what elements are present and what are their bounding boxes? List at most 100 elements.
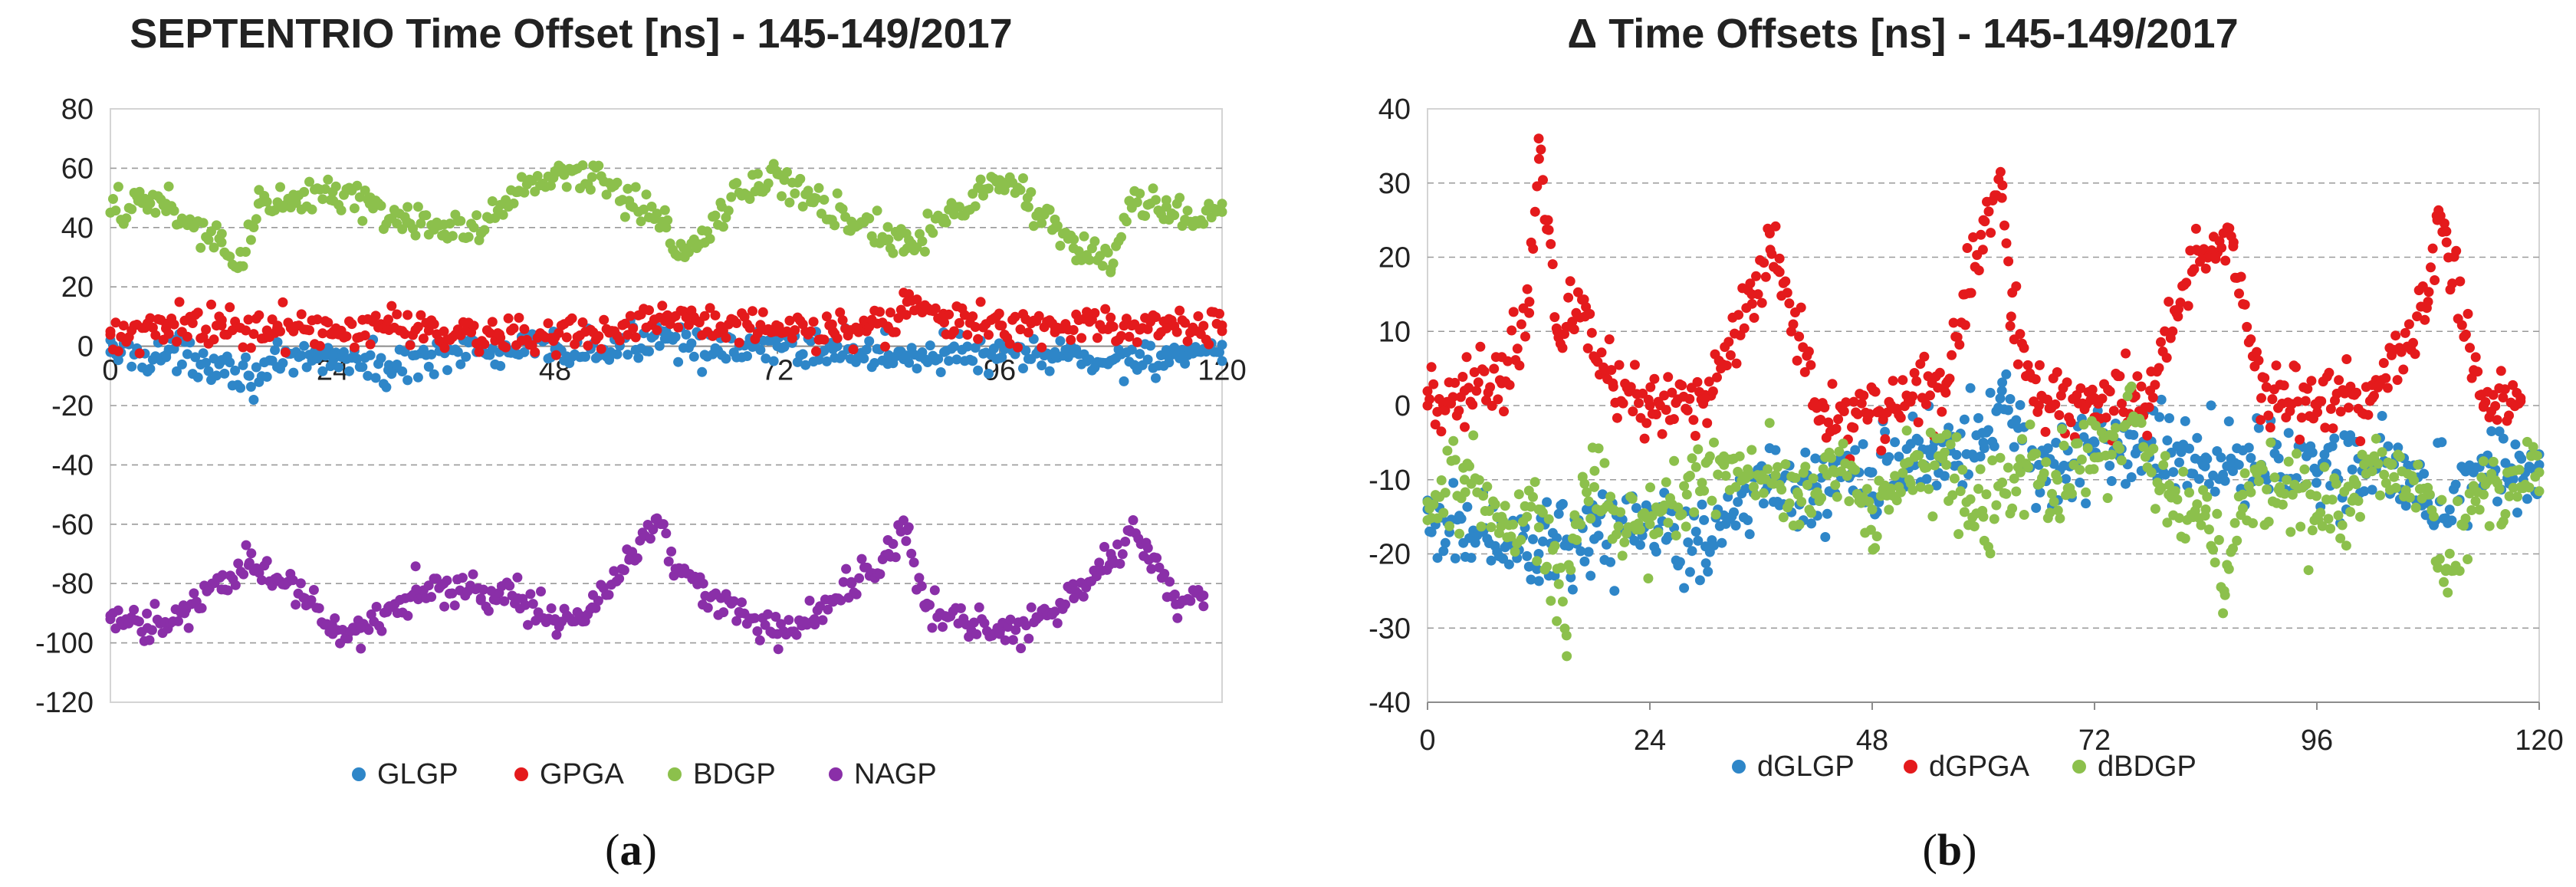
data-point-dgpga xyxy=(2097,393,2108,404)
data-point-dbdgp xyxy=(1884,504,1894,515)
data-point-dbdgp xyxy=(1929,460,1940,471)
data-point-dbdgp xyxy=(2178,466,2189,477)
data-point-dbdgp xyxy=(2253,476,2264,487)
data-point-dgpga xyxy=(2236,271,2246,282)
data-point-bdgp xyxy=(225,251,235,262)
data-point-dgpga xyxy=(1690,431,1700,441)
data-point-dglgp xyxy=(1997,377,2008,388)
data-point-dglgp xyxy=(1985,387,1996,398)
data-point-dbdgp xyxy=(1832,491,1842,502)
data-point-gpga xyxy=(172,337,182,347)
data-point-dgpga xyxy=(2189,264,2200,274)
data-point-bdgp xyxy=(1089,236,1100,247)
data-point-dgpga xyxy=(2164,297,2174,307)
data-point-dgpga xyxy=(2050,399,2061,409)
data-point-dgpga xyxy=(1978,215,1989,225)
data-point-gpga xyxy=(248,329,259,340)
data-point-dgpga xyxy=(2312,400,2322,411)
data-point-dglgp xyxy=(1697,499,1707,510)
data-point-dbdgp xyxy=(2453,496,2463,507)
data-point-dbdgp xyxy=(1907,485,1918,495)
data-point-dbdgp xyxy=(1561,630,1572,641)
data-point-nagp xyxy=(938,622,948,632)
data-point-bdgp xyxy=(299,186,310,197)
data-point-gpga xyxy=(474,347,485,357)
data-point-dglgp xyxy=(1683,537,1694,547)
data-point-gpga xyxy=(1204,339,1214,350)
data-point-dgpga xyxy=(2345,381,2356,392)
data-point-dbdgp xyxy=(1951,432,1962,442)
data-point-dgpga xyxy=(2034,360,2045,370)
data-point-dgpga xyxy=(2228,237,2239,248)
data-point-glgp xyxy=(495,360,506,371)
data-point-dgpga xyxy=(1473,377,1484,388)
y-tick-label: 40 xyxy=(1378,94,1411,126)
data-point-bdgp xyxy=(888,248,899,258)
data-point-dbdgp xyxy=(1552,563,1562,574)
data-point-bdgp xyxy=(795,173,806,184)
data-point-nagp xyxy=(216,584,227,595)
data-point-dgpga xyxy=(1649,373,1660,384)
data-point-bdgp xyxy=(1148,183,1158,194)
y-tick-label: -40 xyxy=(51,449,94,481)
data-point-dgpga xyxy=(1895,412,1906,423)
data-point-dglgp xyxy=(1687,546,1697,557)
data-point-dgpga xyxy=(1976,229,1986,240)
data-point-dgpga xyxy=(2496,366,2506,376)
data-point-nagp xyxy=(883,549,894,559)
data-point-bdgp xyxy=(1182,205,1193,216)
data-point-dgpga xyxy=(1702,418,1713,429)
data-point-nagp xyxy=(698,578,708,589)
data-point-nagp xyxy=(327,629,338,639)
data-point-dgpga xyxy=(2351,387,2362,398)
data-point-dgpga xyxy=(2055,390,2066,401)
data-point-dglgp xyxy=(2015,399,2026,410)
data-point-dglgp xyxy=(1609,586,1620,596)
data-point-dbdgp xyxy=(2429,511,2439,522)
data-point-dgpga xyxy=(2019,343,2029,353)
data-point-nagp xyxy=(1020,620,1031,631)
data-point-bdgp xyxy=(902,243,912,254)
data-point-glgp xyxy=(113,355,123,366)
data-point-bdgp xyxy=(1022,192,1033,203)
data-point-dglgp xyxy=(1486,555,1497,566)
data-point-dgpga xyxy=(1426,362,1437,373)
data-point-dbdgp xyxy=(2081,487,2091,498)
data-point-gpga xyxy=(893,313,904,324)
data-point-dbdgp xyxy=(1486,522,1497,533)
data-point-dbdgp xyxy=(1669,455,1680,466)
data-point-bdgp xyxy=(593,160,604,171)
data-point-nagp xyxy=(979,618,990,629)
data-point-glgp xyxy=(429,369,439,379)
data-point-glgp xyxy=(288,367,299,378)
data-point-dbdgp xyxy=(2323,514,2334,524)
data-point-dbdgp xyxy=(1973,484,1983,494)
data-point-nagp xyxy=(383,602,393,613)
data-point-dbdgp xyxy=(2390,482,2401,493)
data-point-dbdgp xyxy=(2082,443,2093,454)
data-point-dbdgp xyxy=(1681,489,1692,500)
data-point-glgp xyxy=(970,343,981,353)
data-point-dgpga xyxy=(1921,399,1931,409)
data-point-gpga xyxy=(1193,311,1204,321)
data-point-dbdgp xyxy=(2460,513,2471,524)
data-point-dgpga xyxy=(2130,391,2141,402)
data-point-gpga xyxy=(699,310,710,321)
data-point-dgpga xyxy=(1682,405,1693,416)
data-point-nagp xyxy=(614,573,625,584)
data-point-dgpga xyxy=(1485,382,1496,393)
data-point-nagp xyxy=(439,601,450,612)
data-point-dgpga xyxy=(1796,302,1806,313)
data-point-dgpga xyxy=(1503,356,1513,366)
data-point-gpga xyxy=(241,325,251,336)
data-point-dgpga xyxy=(2239,299,2250,310)
data-point-glgp xyxy=(973,365,984,376)
data-point-dgpga xyxy=(1504,379,1515,390)
data-point-dbdgp xyxy=(1734,451,1745,462)
data-point-glgp xyxy=(681,329,692,340)
data-point-dgpga xyxy=(1467,399,1478,410)
data-point-glgp xyxy=(176,359,187,370)
data-point-dbdgp xyxy=(2116,455,2127,465)
data-point-nagp xyxy=(728,596,739,606)
data-point-dglgp xyxy=(1440,537,1451,548)
